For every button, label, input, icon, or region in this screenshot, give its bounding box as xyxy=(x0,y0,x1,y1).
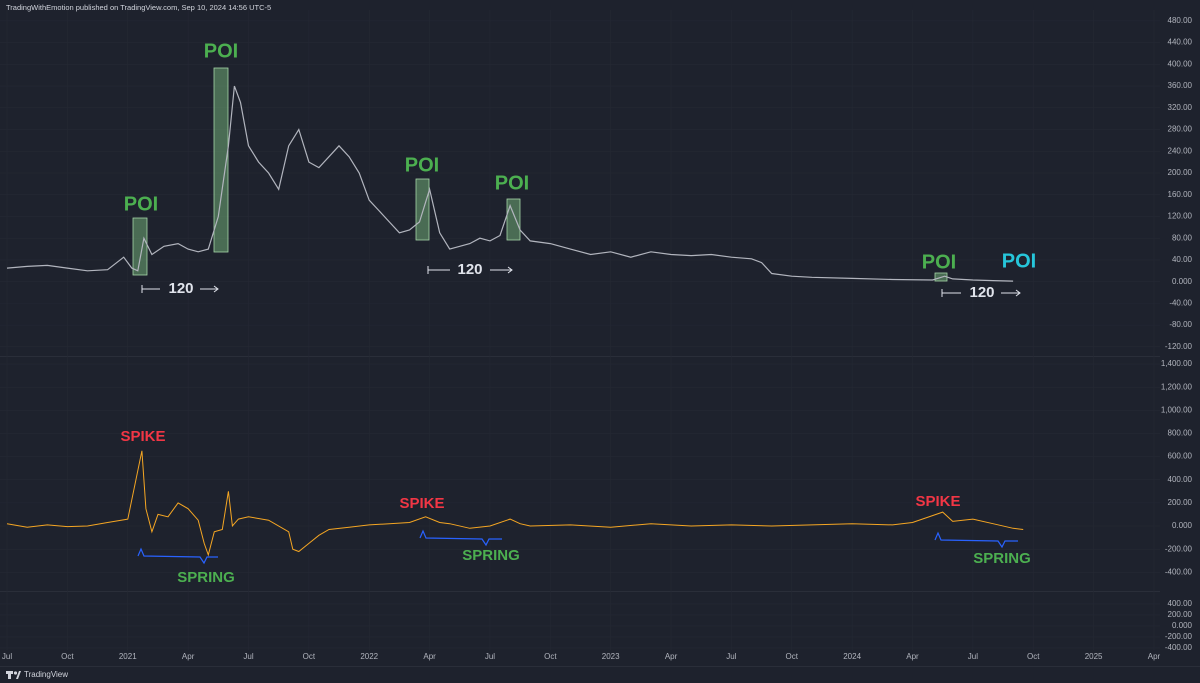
poi-box xyxy=(415,178,430,241)
annotation: POI xyxy=(1002,250,1036,272)
x-tick-label: Apr xyxy=(423,652,436,661)
x-tick-label: Oct xyxy=(544,652,557,661)
y-tick-label: 200.00 xyxy=(1168,498,1193,507)
series-line xyxy=(6,450,1024,557)
y-tick-label: 0.000 xyxy=(1172,521,1193,530)
annotation: 120 xyxy=(168,280,193,297)
annotation: SPRING xyxy=(973,550,1031,567)
measure-line xyxy=(941,289,1021,297)
header: TradingWithEmotion published on TradingV… xyxy=(6,3,271,12)
x-tick-label: Apr xyxy=(1148,652,1161,661)
poi-box xyxy=(132,217,148,276)
annotation: POI xyxy=(204,40,238,62)
x-tick-label: Apr xyxy=(665,652,678,661)
y-tick-label: 1,400.00 xyxy=(1161,359,1193,368)
x-tick-label: Jul xyxy=(243,652,253,661)
spring-line xyxy=(934,531,1018,549)
y-tick-label: -40.00 xyxy=(1169,298,1192,307)
poi-box xyxy=(213,67,229,253)
x-tick-label: Oct xyxy=(61,652,74,661)
y-tick-label: 320.00 xyxy=(1168,103,1193,112)
annotation: POI xyxy=(124,193,158,215)
y-tick-label: 480.00 xyxy=(1168,16,1193,25)
y-tick-label: -400.00 xyxy=(1165,643,1193,652)
x-tick-label: Oct xyxy=(1027,652,1040,661)
y-tick-label: 40.00 xyxy=(1172,255,1193,264)
annotation: SPRING xyxy=(177,569,235,586)
spring-line xyxy=(137,547,218,565)
logo xyxy=(6,671,21,679)
y-tick-label: 200.00 xyxy=(1168,168,1193,177)
y-tick-label: -400.00 xyxy=(1165,567,1193,576)
y-tick-label: 1,000.00 xyxy=(1161,405,1193,414)
y-tick-label: 0.000 xyxy=(1172,277,1193,286)
annotation: POI xyxy=(922,251,956,273)
y-tick-label: 400.00 xyxy=(1168,475,1193,484)
annotation: SPIKE xyxy=(399,495,444,512)
y-tick-label: 200.00 xyxy=(1168,610,1193,619)
x-tick-label: Oct xyxy=(786,652,799,661)
y-tick-label: -200.00 xyxy=(1165,632,1193,641)
y-tick-label: -120.00 xyxy=(1165,342,1193,351)
pane: 1,400.00 1,200.00 1,000.00 800.00 600.00 400.… xyxy=(0,359,1193,586)
x-tick-label: 2021 xyxy=(119,652,137,661)
x-tick-label: Apr xyxy=(906,652,919,661)
y-tick-label: 160.00 xyxy=(1168,190,1193,199)
y-tick-label: 80.00 xyxy=(1172,233,1193,242)
pane: 480.00 440.00 400.00 360.00 320.00 280.00 240.… xyxy=(0,16,1193,351)
pane: 400.00 200.00 0.000 -200.00 -400.00 xyxy=(0,599,1193,652)
x-tick-label: Jul xyxy=(485,652,495,661)
x-tick-label: Oct xyxy=(303,652,316,661)
measure-line xyxy=(427,266,513,274)
spring-line xyxy=(419,529,502,547)
annotation: SPIKE xyxy=(120,428,165,445)
x-tick-label: Jul xyxy=(726,652,736,661)
series-line xyxy=(6,85,1014,282)
annotation: 120 xyxy=(969,284,994,301)
annotation: SPIKE xyxy=(915,493,960,510)
x-tick-label: 2024 xyxy=(843,652,861,661)
y-tick-label: 400.00 xyxy=(1168,59,1193,68)
x-tick-label: Jul xyxy=(2,652,12,661)
y-tick-label: 360.00 xyxy=(1168,81,1193,90)
x-tick-label: 2025 xyxy=(1085,652,1103,661)
x-tick-label: 2023 xyxy=(602,652,620,661)
y-tick-label: 120.00 xyxy=(1168,212,1193,221)
y-tick-label: 600.00 xyxy=(1168,452,1193,461)
x-tick-label: Jul xyxy=(968,652,978,661)
x-tick-label: Apr xyxy=(182,652,195,661)
measure-line xyxy=(141,285,219,293)
annotation: POI xyxy=(495,172,529,194)
y-tick-label: 440.00 xyxy=(1168,38,1193,47)
y-tick-label: 400.00 xyxy=(1168,599,1193,608)
annotation: POI xyxy=(405,154,439,176)
y-tick-label: 1,200.00 xyxy=(1161,382,1193,391)
footer-brand: TradingView xyxy=(24,670,68,679)
poi-box xyxy=(506,198,521,241)
y-tick-label: -80.00 xyxy=(1169,320,1192,329)
y-tick-label: 0.000 xyxy=(1172,621,1193,630)
annotation: SPRING xyxy=(462,547,520,564)
y-tick-label: -200.00 xyxy=(1165,544,1193,553)
y-tick-label: 240.00 xyxy=(1168,146,1193,155)
y-tick-label: 280.00 xyxy=(1168,125,1193,134)
annotation: 120 xyxy=(457,261,482,278)
x-tick-label: 2022 xyxy=(360,652,378,661)
y-tick-label: 800.00 xyxy=(1168,429,1193,438)
